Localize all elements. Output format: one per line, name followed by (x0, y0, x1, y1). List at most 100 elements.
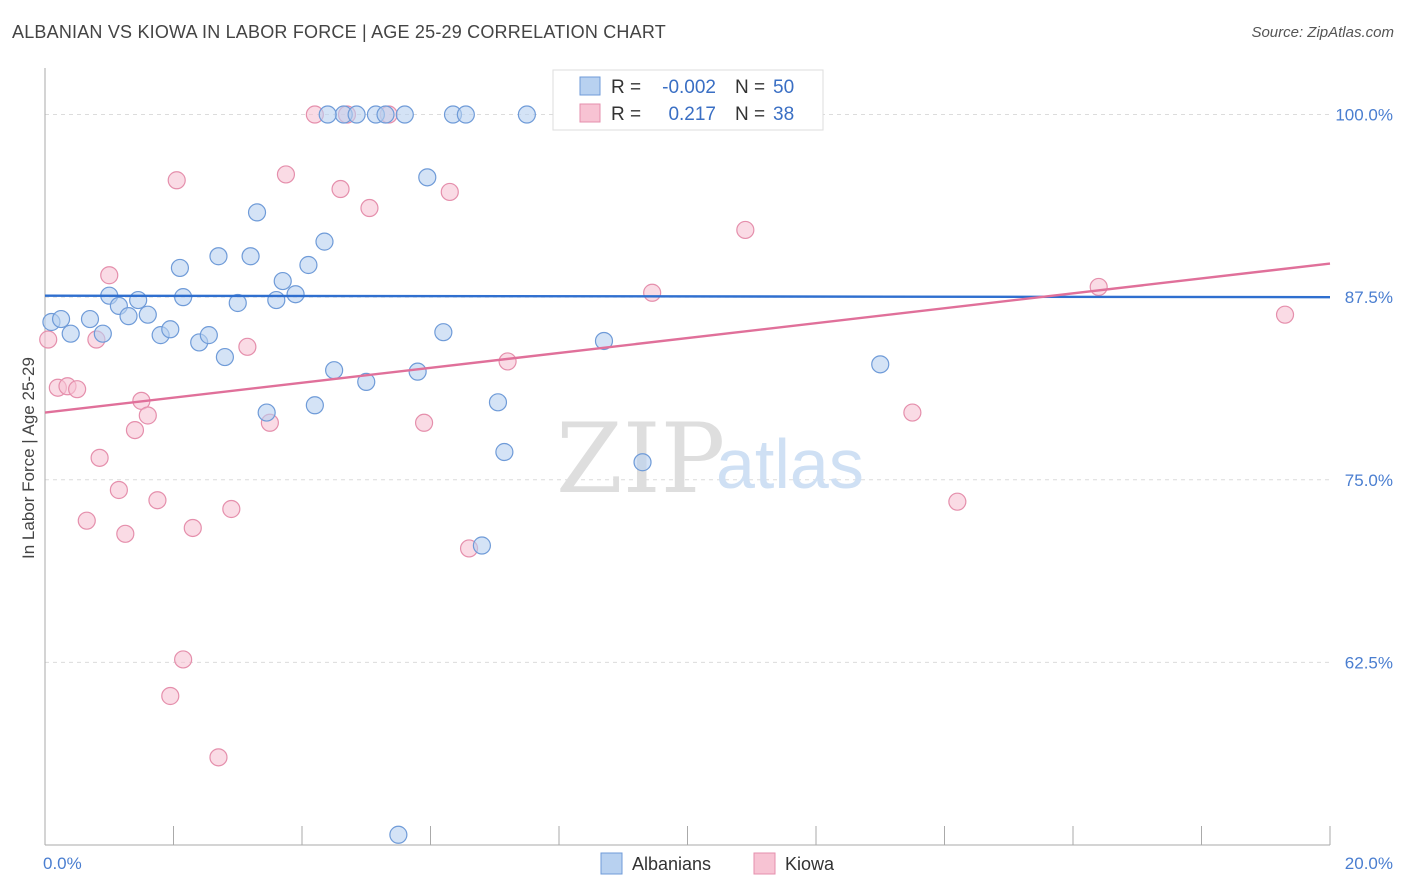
albanians-point (347, 105, 366, 124)
albanians-point (299, 255, 318, 275)
kiowa-point (903, 403, 922, 422)
albanians-point (315, 232, 334, 251)
axes: 100.0% 87.5% 75.0% 62.5% 0.0% 20.0% (43, 68, 1393, 873)
albanians-point (488, 393, 508, 412)
legend-n-label-1: N = (735, 77, 765, 98)
y-tick-label: 62.5% (1345, 653, 1393, 672)
legend-swatch-kiowa (579, 103, 601, 123)
kiowa-point (116, 524, 135, 543)
series-legend: Albanians Kiowa (600, 852, 835, 875)
albanians-point (325, 361, 344, 380)
albanians-point (199, 326, 218, 345)
albanians-point (267, 290, 286, 310)
watermark-atlas: atlas (716, 425, 864, 503)
kiowa-point (276, 165, 296, 184)
albanians-point (594, 331, 614, 351)
albanians-point (80, 309, 100, 329)
kiowa-point (148, 491, 167, 510)
source-credit: Source: ZipAtlas.com (1251, 24, 1394, 41)
albanians-point (376, 105, 395, 124)
kiowa-point (498, 352, 517, 371)
kiowa-point (440, 182, 459, 202)
albanians-point (228, 293, 247, 313)
kiowa-point (1275, 305, 1295, 324)
series-legend-swatch-albanians (600, 852, 623, 875)
legend-n-value-2: 38 (773, 104, 794, 125)
albanians-point (257, 403, 276, 422)
kiowa-trend-line (44, 262, 1331, 414)
albanians-point (247, 203, 267, 222)
albanians-point (456, 105, 475, 124)
kiowa-point (68, 380, 87, 399)
y-tick-label: 75.0% (1345, 471, 1393, 490)
albanians-point (93, 324, 112, 343)
albanians-point (434, 323, 453, 342)
albanians-point (495, 442, 514, 462)
albanians-point (418, 168, 437, 187)
chart-title: ALBANIAN VS KIOWA IN LABOR FORCE | AGE 2… (12, 22, 666, 42)
gridlines (45, 114, 1330, 663)
albanians-point (318, 105, 337, 124)
kiowa-point (174, 650, 193, 669)
y-tick-label: 87.5% (1345, 288, 1393, 307)
albanians-point (174, 288, 193, 307)
kiowa-point (331, 179, 350, 199)
albanians-point (871, 355, 890, 374)
legend-r-label-1: R = (611, 77, 641, 98)
kiowa-point (238, 337, 257, 356)
albanians-point (161, 320, 180, 339)
kiowa-point (109, 480, 128, 500)
kiowa-point (414, 413, 434, 432)
albanians-point (305, 396, 324, 415)
kiowa-point (948, 492, 967, 511)
kiowa-point (360, 198, 379, 218)
albanians-point (138, 305, 157, 324)
series-legend-label-albanians: Albanians (632, 854, 711, 874)
albanians-point (209, 247, 228, 266)
kiowa-point (1089, 277, 1108, 297)
albanians-point (395, 105, 414, 124)
albanians-point (119, 307, 138, 326)
albanians-point (61, 324, 80, 343)
kiowa-point (125, 420, 145, 440)
albanians-point (633, 453, 652, 472)
kiowa-point (161, 686, 180, 706)
albanians-trend-line (44, 294, 1331, 299)
kiowa-point (222, 499, 241, 519)
x-tick-label: 20.0% (1345, 854, 1393, 873)
albanians-point (51, 309, 71, 329)
kiowa-point (209, 748, 228, 767)
legend-n-value-1: 50 (773, 77, 794, 98)
kiowa-point (90, 448, 109, 467)
legend-r-value-2: 0.217 (668, 104, 716, 125)
albanians-point (241, 247, 260, 266)
albanians-point (472, 536, 491, 555)
kiowa-point (77, 511, 96, 530)
x-tick-label: 0.0% (43, 854, 82, 873)
series-legend-swatch-kiowa (753, 852, 776, 875)
kiowa-point (138, 406, 157, 425)
watermark: ZIP atlas (556, 403, 864, 515)
legend-n-label-2: N = (735, 104, 765, 125)
albanians-point (286, 285, 305, 304)
series-legend-label-kiowa: Kiowa (785, 854, 835, 874)
albanians-point (273, 271, 292, 291)
kiowa-point (736, 220, 755, 240)
albanians-point (170, 258, 190, 278)
kiowa-point (183, 518, 202, 538)
albanians-point (408, 362, 427, 381)
y-tick-label: 100.0% (1335, 106, 1393, 125)
kiowa-point (39, 330, 58, 349)
albanians-point (357, 372, 376, 391)
kiowa-point (167, 171, 186, 190)
kiowa-point (643, 283, 662, 302)
albanians-point (215, 347, 234, 367)
albanians-point (389, 825, 408, 844)
trend-lines (44, 262, 1331, 414)
kiowa-point (100, 266, 119, 285)
legend-r-label-2: R = (611, 104, 641, 125)
legend-swatch-albanians (579, 76, 601, 96)
albanians-point (129, 290, 148, 310)
y-axis-title: In Labor Force | Age 25-29 (19, 357, 38, 559)
